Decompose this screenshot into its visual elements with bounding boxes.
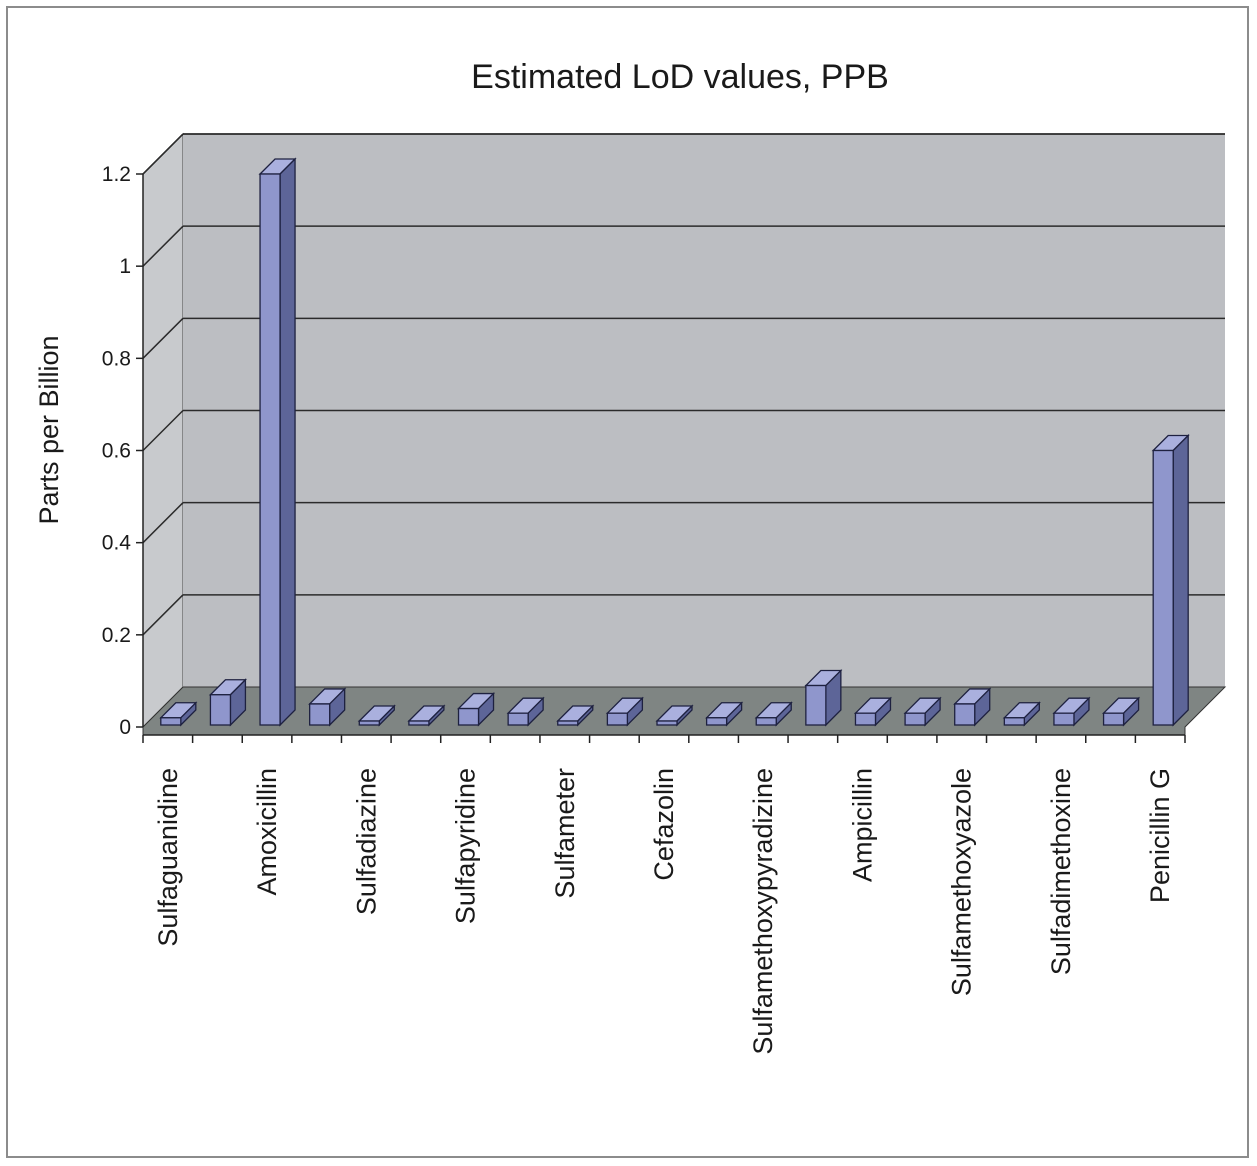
bar-6	[456, 691, 496, 727]
bar-front	[755, 717, 777, 726]
bar-front	[854, 712, 877, 726]
bar-side	[1172, 433, 1189, 727]
bar-1	[208, 678, 247, 727]
bar-front	[209, 694, 232, 726]
bar-0	[159, 701, 198, 727]
gridline	[142, 594, 184, 636]
bar-5	[407, 704, 446, 727]
category-label: Sulfaguanidine	[153, 768, 183, 947]
bar-front	[606, 712, 629, 726]
bar-11	[705, 701, 744, 727]
bar-front	[1102, 712, 1125, 726]
y-tick-label: 0.4	[102, 532, 132, 555]
bar-front	[904, 712, 926, 726]
bar-front	[358, 720, 380, 726]
y-tick-label: 0.2	[102, 624, 131, 647]
bar-side	[279, 157, 296, 727]
gridline	[142, 409, 184, 452]
gridline	[142, 502, 184, 544]
bar-17	[1002, 701, 1041, 727]
chart-title: Estimated LoD values, PPB	[471, 58, 889, 96]
bar-front	[457, 707, 480, 726]
category-label: Ampicillin	[847, 768, 877, 882]
y-axis-title: Parts per Billion	[34, 335, 64, 524]
bar-front	[1053, 712, 1075, 726]
chart-frame: Estimated LoD values, PPB Parts per Bill…	[6, 6, 1249, 1158]
category-label: Sulfadimethoxine	[1046, 768, 1076, 975]
bar-2	[258, 157, 297, 727]
category-label: Cefazolin	[649, 768, 679, 881]
bar-front	[309, 703, 331, 726]
category-label: Sulfameter	[550, 768, 580, 899]
bar-front	[954, 703, 976, 726]
y-tick-label: 1.2	[102, 163, 131, 186]
bar-12	[754, 701, 793, 727]
gridline	[142, 133, 184, 175]
bar-15	[903, 696, 942, 727]
bar-front	[1152, 449, 1174, 726]
bar-front	[160, 717, 182, 726]
bar-18	[1052, 696, 1091, 727]
bar-20	[1151, 433, 1190, 727]
bar-front	[408, 720, 430, 726]
bar-front	[656, 720, 678, 726]
bar-front	[259, 173, 281, 726]
category-label: Sulfamethoxyazole	[947, 768, 977, 996]
gridline	[142, 225, 184, 267]
bar-10	[655, 704, 694, 727]
bar-9	[605, 696, 644, 727]
bar-14	[853, 696, 893, 727]
bar-4	[357, 704, 396, 727]
category-label: Sulfadiazine	[351, 768, 381, 915]
y-tick-label: 0.8	[102, 347, 131, 370]
category-label: Sulfamethoxypyradizine	[748, 768, 778, 1055]
category-label: Penicillin G	[1145, 768, 1175, 903]
bar-front	[557, 720, 579, 726]
bar-front	[805, 684, 827, 726]
category-label: Sulfapyridine	[451, 768, 481, 924]
bar-19	[1102, 696, 1141, 727]
bar-8	[556, 704, 595, 727]
bar-3	[308, 687, 347, 727]
bar-16	[953, 687, 992, 727]
bar-front	[507, 712, 529, 726]
y-tick-label: 1	[119, 255, 131, 278]
gridline	[142, 317, 184, 359]
bar-7	[506, 696, 545, 727]
bar-13	[804, 668, 843, 727]
y-tick-label: 0	[119, 716, 131, 739]
bar-chart: Estimated LoD values, PPB Parts per Bill…	[34, 58, 1227, 1055]
bar-front	[1003, 717, 1025, 726]
bar-front	[705, 717, 728, 726]
y-tick-label: 0.6	[102, 440, 131, 463]
category-label: Amoxicillin	[252, 768, 282, 896]
